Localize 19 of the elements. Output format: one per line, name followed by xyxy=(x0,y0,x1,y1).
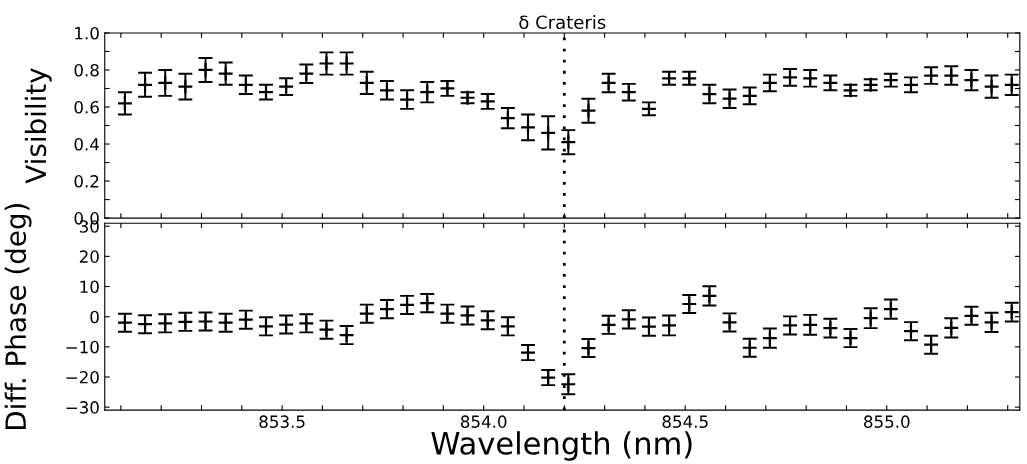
y-tick-label: 0 xyxy=(90,310,99,324)
y-axis-title: Visibility xyxy=(24,68,52,184)
y-tick-label: 1.0 xyxy=(75,26,99,40)
y-tick-label: −30 xyxy=(66,401,99,414)
y-axis-title: Diff. Phase (deg) xyxy=(4,204,32,430)
y-tick-label: 0.8 xyxy=(74,63,99,77)
y-tick-label: 0.2 xyxy=(74,175,99,188)
y-tick-label: −10 xyxy=(66,340,99,354)
x-tick-label: 854.0 xyxy=(460,415,507,428)
y-tick-label: −20 xyxy=(66,370,99,384)
x-axis-title: Wavelength (nm) xyxy=(431,431,692,461)
chart-title: δ Crateris xyxy=(519,15,606,30)
x-tick-label: 853.5 xyxy=(259,415,305,428)
y-tick-label: 20 xyxy=(79,250,99,263)
x-tick-label: 854.5 xyxy=(662,415,708,428)
y-tick-label: 10 xyxy=(80,280,99,294)
y-tick-label: 0.6 xyxy=(74,100,99,114)
y-tick-label: 0.4 xyxy=(74,137,99,151)
x-tick-label: 855.0 xyxy=(864,415,910,428)
